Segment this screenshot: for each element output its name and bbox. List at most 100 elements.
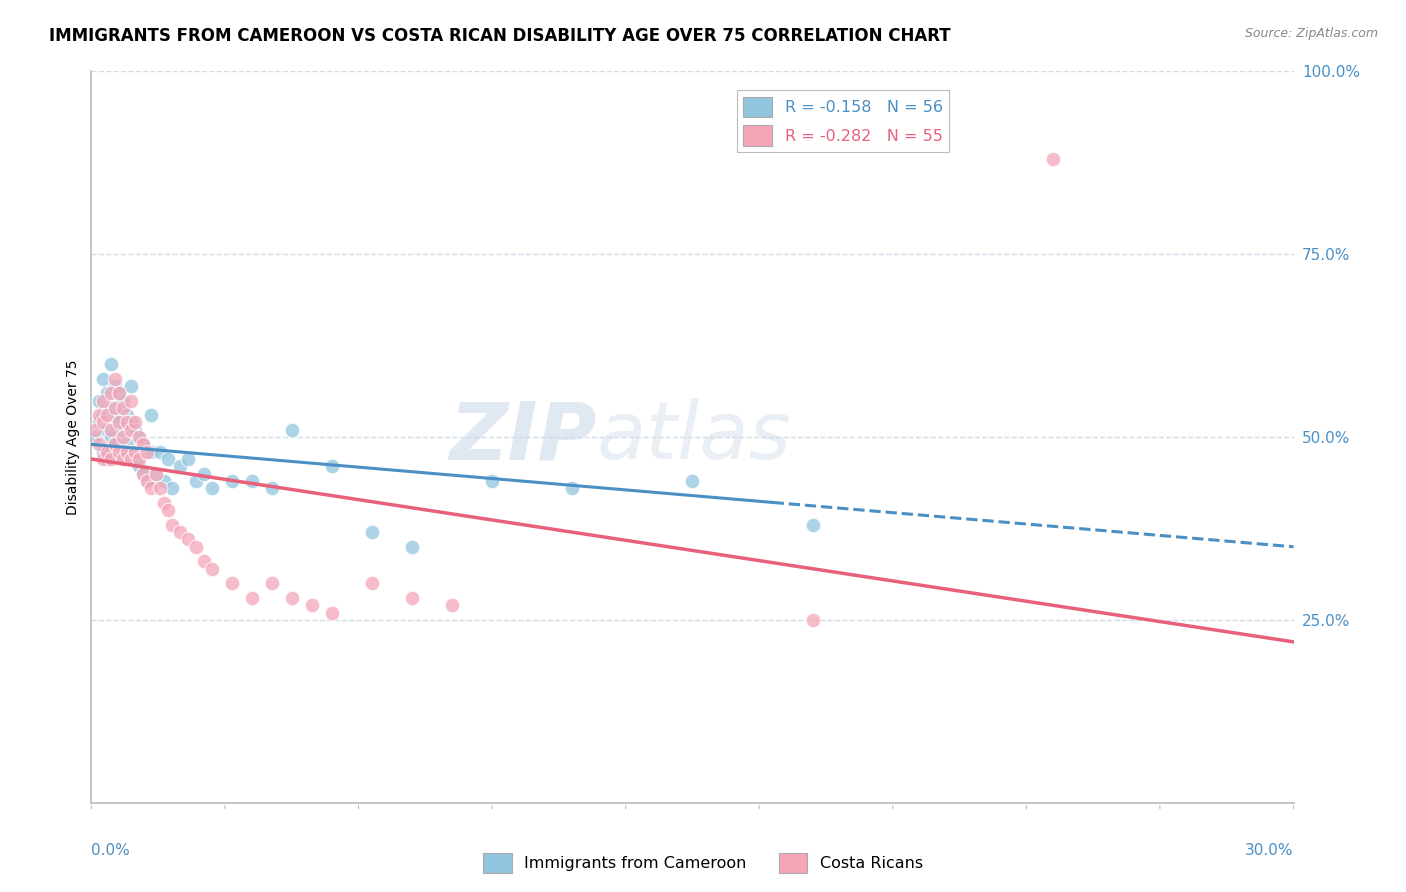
Point <box>104 437 127 451</box>
Point <box>193 554 215 568</box>
Point <box>240 474 263 488</box>
Point <box>121 416 143 430</box>
Point <box>481 474 503 488</box>
Point <box>117 437 139 451</box>
Point <box>169 525 191 540</box>
Point <box>108 444 131 458</box>
Point <box>152 474 174 488</box>
Point <box>96 408 118 422</box>
Point <box>128 459 150 474</box>
Point <box>141 444 163 458</box>
Point <box>93 371 115 385</box>
Point <box>260 576 283 591</box>
Point <box>169 459 191 474</box>
Point <box>112 430 135 444</box>
Point <box>104 401 127 415</box>
Point <box>160 517 183 532</box>
Point <box>141 408 163 422</box>
Point <box>401 540 423 554</box>
Point <box>801 613 824 627</box>
Point <box>148 481 170 495</box>
Point <box>801 517 824 532</box>
Text: Source: ZipAtlas.com: Source: ZipAtlas.com <box>1244 27 1378 40</box>
Point <box>176 452 198 467</box>
Point <box>96 386 118 401</box>
Point <box>112 401 135 415</box>
Point <box>136 474 159 488</box>
Point <box>108 416 131 430</box>
Point <box>281 591 304 605</box>
Legend: Immigrants from Cameroon, Costa Ricans: Immigrants from Cameroon, Costa Ricans <box>477 847 929 880</box>
Point <box>401 591 423 605</box>
Point <box>360 525 382 540</box>
Point <box>108 386 131 401</box>
Point <box>104 379 127 393</box>
Point <box>117 416 139 430</box>
Point <box>128 430 150 444</box>
Point <box>96 452 118 467</box>
Point <box>201 562 224 576</box>
Point <box>93 408 115 422</box>
Point <box>93 452 115 467</box>
Point <box>132 437 155 451</box>
Point <box>108 444 131 458</box>
Point <box>112 452 135 467</box>
Point <box>176 533 198 547</box>
Point <box>121 444 143 458</box>
Point <box>156 452 179 467</box>
Point <box>124 444 146 458</box>
Text: atlas: atlas <box>596 398 792 476</box>
Point <box>93 444 115 458</box>
Point <box>145 467 167 481</box>
Legend: R = -0.158   N = 56, R = -0.282   N = 55: R = -0.158 N = 56, R = -0.282 N = 55 <box>737 90 949 153</box>
Point <box>124 452 146 467</box>
Y-axis label: Disability Age Over 75: Disability Age Over 75 <box>66 359 80 515</box>
Point <box>96 444 118 458</box>
Point <box>561 481 583 495</box>
Point <box>281 423 304 437</box>
Point <box>141 481 163 495</box>
Point <box>100 430 122 444</box>
Point <box>301 599 323 613</box>
Point <box>104 437 127 451</box>
Point <box>128 430 150 444</box>
Point <box>156 503 179 517</box>
Text: IMMIGRANTS FROM CAMEROON VS COSTA RICAN DISABILITY AGE OVER 75 CORRELATION CHART: IMMIGRANTS FROM CAMEROON VS COSTA RICAN … <box>49 27 950 45</box>
Point <box>117 408 139 422</box>
Point <box>89 408 111 422</box>
Point <box>112 452 135 467</box>
Point <box>440 599 463 613</box>
Point <box>148 444 170 458</box>
Point <box>124 416 146 430</box>
Point <box>132 467 155 481</box>
Point <box>128 452 150 467</box>
Point <box>121 379 143 393</box>
Point <box>93 393 115 408</box>
Point <box>260 481 283 495</box>
Point <box>136 474 159 488</box>
Point <box>84 430 107 444</box>
Point <box>84 423 107 437</box>
Point <box>121 452 143 467</box>
Point <box>121 393 143 408</box>
Point <box>201 481 224 495</box>
Point <box>100 423 122 437</box>
Point <box>321 606 343 620</box>
Point <box>240 591 263 605</box>
Point <box>121 423 143 437</box>
Point <box>184 474 207 488</box>
Point <box>104 371 127 385</box>
Point <box>132 437 155 451</box>
Point <box>321 459 343 474</box>
Point <box>160 481 183 495</box>
Point <box>681 474 703 488</box>
Point <box>145 467 167 481</box>
Point <box>89 393 111 408</box>
Text: 0.0%: 0.0% <box>91 843 131 858</box>
Point <box>132 467 155 481</box>
Point <box>221 576 243 591</box>
Point <box>152 496 174 510</box>
Point <box>112 423 135 437</box>
Point <box>89 437 111 451</box>
Point <box>104 408 127 422</box>
